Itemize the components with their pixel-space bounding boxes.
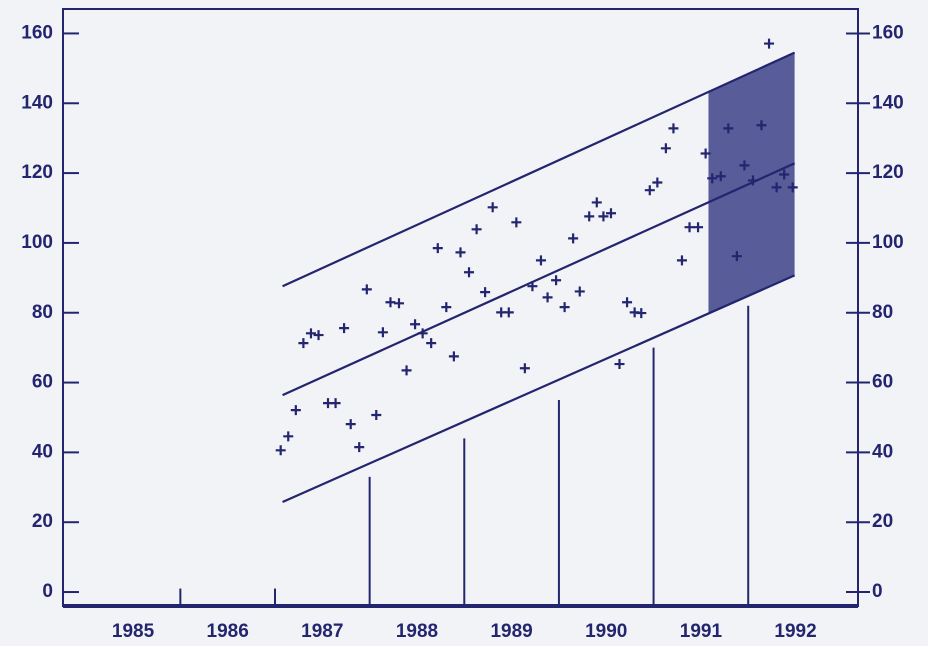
data-point	[723, 123, 734, 134]
x-tick-label: 1986	[207, 621, 249, 642]
data-point	[660, 143, 671, 154]
data-point	[503, 307, 514, 318]
data-point	[527, 281, 538, 292]
data-point	[275, 445, 286, 456]
data-point	[771, 182, 782, 193]
data-point	[668, 123, 679, 134]
data-point	[345, 419, 356, 430]
data-point	[455, 247, 466, 258]
y2-tick-label: 0	[872, 581, 883, 602]
data-point	[622, 297, 633, 308]
data-point	[410, 319, 421, 330]
data-point	[559, 302, 570, 313]
x-tick-label: 1987	[301, 621, 343, 642]
data-point	[591, 197, 602, 208]
data-point	[417, 328, 428, 339]
data-point	[535, 255, 546, 266]
data-point	[676, 255, 687, 266]
y2-tick-label: 60	[872, 372, 893, 393]
data-point	[464, 267, 475, 278]
y2-tick-label: 100	[872, 232, 904, 253]
data-point	[574, 286, 585, 297]
data-point	[542, 292, 553, 303]
data-point	[756, 120, 767, 131]
data-point	[551, 275, 562, 286]
data-point	[636, 308, 647, 319]
data-point	[339, 323, 350, 334]
data-point	[598, 211, 609, 222]
y-tick-label: 160	[21, 22, 53, 43]
data-point	[700, 148, 711, 159]
y-tick-label: 120	[21, 162, 53, 183]
data-point	[471, 224, 482, 235]
data-point	[361, 284, 372, 295]
trend-line	[282, 51, 796, 288]
data-point	[441, 302, 452, 313]
data-point	[305, 328, 316, 339]
data-point	[480, 287, 491, 298]
data-point	[568, 233, 579, 244]
data-point	[644, 185, 655, 196]
data-point	[747, 175, 758, 186]
y2-tick-label: 80	[872, 302, 893, 323]
data-point	[313, 330, 324, 341]
data-point	[739, 160, 750, 171]
data-point	[764, 38, 775, 49]
y-tick-label: 60	[32, 372, 53, 393]
y2-tick-label: 20	[872, 511, 893, 532]
x-tick-label: 1985	[112, 621, 155, 642]
y-tick-label: 100	[21, 232, 53, 253]
data-point	[511, 217, 522, 228]
data-point	[393, 298, 404, 309]
data-point	[298, 338, 309, 349]
data-point	[519, 363, 530, 374]
data-point	[605, 208, 616, 219]
data-point	[779, 169, 790, 180]
data-point	[787, 182, 798, 193]
data-point	[731, 251, 742, 262]
data-point	[584, 211, 595, 222]
x-tick-label: 1989	[490, 621, 532, 642]
data-point	[377, 327, 388, 338]
y-tick-label: 80	[32, 302, 53, 323]
y-tick-label: 40	[32, 441, 53, 462]
data-point	[684, 222, 695, 233]
data-point	[385, 297, 396, 308]
data-point	[371, 410, 382, 421]
data-point	[652, 177, 663, 188]
data-point	[448, 351, 459, 362]
y-tick-label: 140	[21, 92, 53, 113]
data-point	[693, 222, 704, 233]
x-tick-label: 1988	[396, 621, 438, 642]
x-tick-label: 1991	[680, 621, 723, 642]
data-point	[401, 365, 412, 376]
trend-line	[282, 274, 796, 503]
trend-line	[282, 162, 796, 397]
data-point	[426, 338, 437, 349]
data-point	[290, 405, 301, 416]
data-point	[715, 171, 726, 182]
data-point	[283, 431, 294, 442]
data-point	[330, 398, 341, 409]
data-point	[432, 243, 443, 254]
y-tick-label: 20	[32, 511, 53, 532]
y2-tick-label: 140	[872, 92, 904, 113]
x-tick-label: 1992	[774, 621, 816, 642]
data-point	[487, 202, 498, 213]
y2-tick-label: 40	[872, 441, 893, 462]
data-point	[707, 173, 718, 184]
y2-tick-label: 160	[872, 22, 904, 43]
y2-tick-label: 120	[872, 162, 904, 183]
y-tick-label: 0	[42, 581, 53, 602]
data-point	[354, 442, 365, 453]
data-point	[614, 359, 625, 370]
x-tick-label: 1990	[585, 621, 627, 642]
